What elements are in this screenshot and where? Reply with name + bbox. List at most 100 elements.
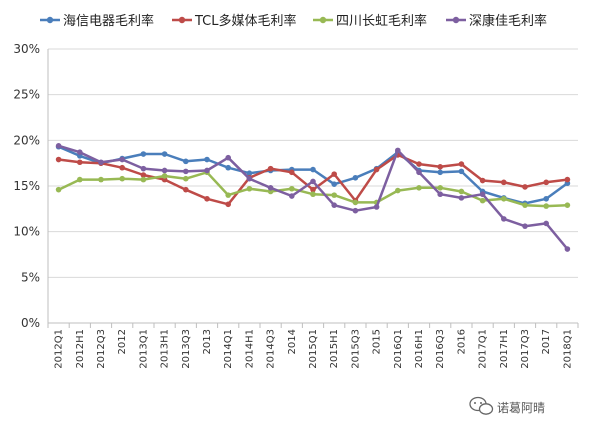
data-point: [522, 202, 528, 208]
data-point: [204, 195, 210, 202]
x-tick-label: 2012Q1: [54, 329, 65, 369]
data-point: [183, 168, 189, 175]
data-point: [458, 168, 465, 175]
x-tick-label: 2016Q3: [435, 329, 446, 369]
data-point: [310, 186, 316, 193]
watermark: 诺葛阿晴: [469, 396, 545, 415]
data-point: [331, 181, 338, 187]
data-point: [310, 178, 316, 185]
data-point: [204, 156, 210, 163]
data-point: [267, 165, 274, 172]
data-point: [183, 186, 189, 193]
axes: [47, 49, 579, 328]
data-point: [479, 177, 486, 184]
series-4: [55, 143, 571, 252]
legend-swatch-marker: [178, 16, 186, 24]
x-tick-label: 2014Q1: [223, 329, 234, 369]
data-point: [458, 195, 465, 201]
legend-item-3: 四川长虹毛利率: [313, 13, 427, 29]
y-tick-label: 5%: [21, 270, 40, 284]
series-2: [55, 152, 571, 208]
data-point: [119, 175, 125, 182]
data-point: [204, 167, 210, 174]
legend-item-4: 深康佳毛利率: [446, 13, 547, 29]
y-tick-label: 20%: [13, 133, 40, 147]
data-point: [225, 192, 231, 198]
data-point: [543, 203, 549, 209]
data-point: [352, 199, 359, 206]
data-point: [437, 191, 444, 198]
data-point: [373, 166, 380, 173]
legend-label: 四川长虹毛利率: [336, 13, 427, 29]
x-tick-label: 2016H1: [414, 329, 425, 368]
data-point: [246, 175, 253, 182]
legend-swatch-marker: [46, 16, 54, 24]
data-point: [522, 184, 528, 190]
data-point: [543, 195, 549, 202]
data-point: [501, 179, 507, 186]
data-point: [119, 156, 125, 163]
data-point: [331, 192, 338, 198]
x-tick-label: 2015Q3: [350, 329, 361, 369]
y-tick-label: 0%: [21, 316, 40, 330]
data-point: [564, 176, 571, 183]
data-point: [437, 185, 444, 191]
data-point: [246, 170, 253, 177]
data-point: [98, 176, 104, 183]
data-point: [437, 169, 444, 176]
data-point: [416, 169, 422, 176]
x-tick-label: 2015Q1: [308, 329, 319, 369]
x-tick-label: 2013Q1: [138, 329, 149, 369]
data-point: [416, 185, 422, 191]
data-point: [161, 173, 168, 179]
watermark-text: 诺葛阿晴: [497, 401, 545, 415]
x-tick-label: 2017Q3: [520, 329, 531, 369]
data-point: [55, 143, 62, 149]
x-tick-label: 2017: [541, 329, 552, 354]
data-point: [77, 176, 83, 183]
x-tick-label: 2015H1: [329, 329, 340, 368]
x-tick-label: 2012H1: [75, 329, 86, 368]
x-tick-label: 2017H1: [499, 329, 510, 368]
data-point: [140, 172, 147, 178]
data-point: [289, 185, 295, 192]
data-point: [55, 186, 62, 193]
legend-item-2: TCL多媒体毛利率: [172, 13, 297, 29]
data-point: [373, 204, 380, 210]
data-point: [161, 151, 168, 157]
x-tick-label: 2013Q3: [181, 329, 192, 369]
x-tick-label: 2012Q3: [96, 329, 107, 369]
data-point: [289, 193, 295, 199]
data-point: [501, 195, 507, 202]
legend-label: 深康佳毛利率: [469, 13, 547, 29]
data-point: [140, 176, 147, 183]
data-point: [183, 175, 189, 182]
gridlines: [48, 48, 578, 278]
data-point: [140, 165, 147, 172]
x-tick-label: 2018Q1: [562, 329, 573, 369]
data-point: [246, 185, 253, 192]
x-tick-label: 2014: [287, 329, 298, 354]
series-lines: [55, 143, 571, 252]
x-tick-label: 2014Q3: [266, 329, 277, 369]
y-tick-label: 15%: [13, 179, 40, 193]
data-point: [501, 216, 507, 222]
x-tick-label: 2016Q1: [393, 329, 404, 369]
data-point: [458, 188, 465, 195]
data-point: [161, 167, 168, 174]
x-tick-labels: 2012Q1 2012H1 2012Q3 2012 2013Q1 2013H1 2013Q3…: [54, 329, 574, 369]
data-point: [225, 201, 231, 208]
data-point: [310, 191, 316, 198]
legend-label: 海信电器毛利率: [63, 13, 154, 29]
data-point: [437, 164, 444, 170]
data-point: [522, 223, 528, 229]
series-line: [58, 144, 569, 250]
x-tick-label: 2013: [202, 329, 213, 354]
data-point: [225, 154, 231, 161]
legend-swatch-marker: [319, 16, 327, 24]
x-tick-label: 2014H1: [244, 329, 255, 368]
x-tick-label: 2017Q1: [478, 329, 489, 369]
x-tick-label: 2015: [372, 329, 383, 354]
data-point: [183, 158, 189, 165]
legend-swatch-marker: [452, 16, 460, 24]
